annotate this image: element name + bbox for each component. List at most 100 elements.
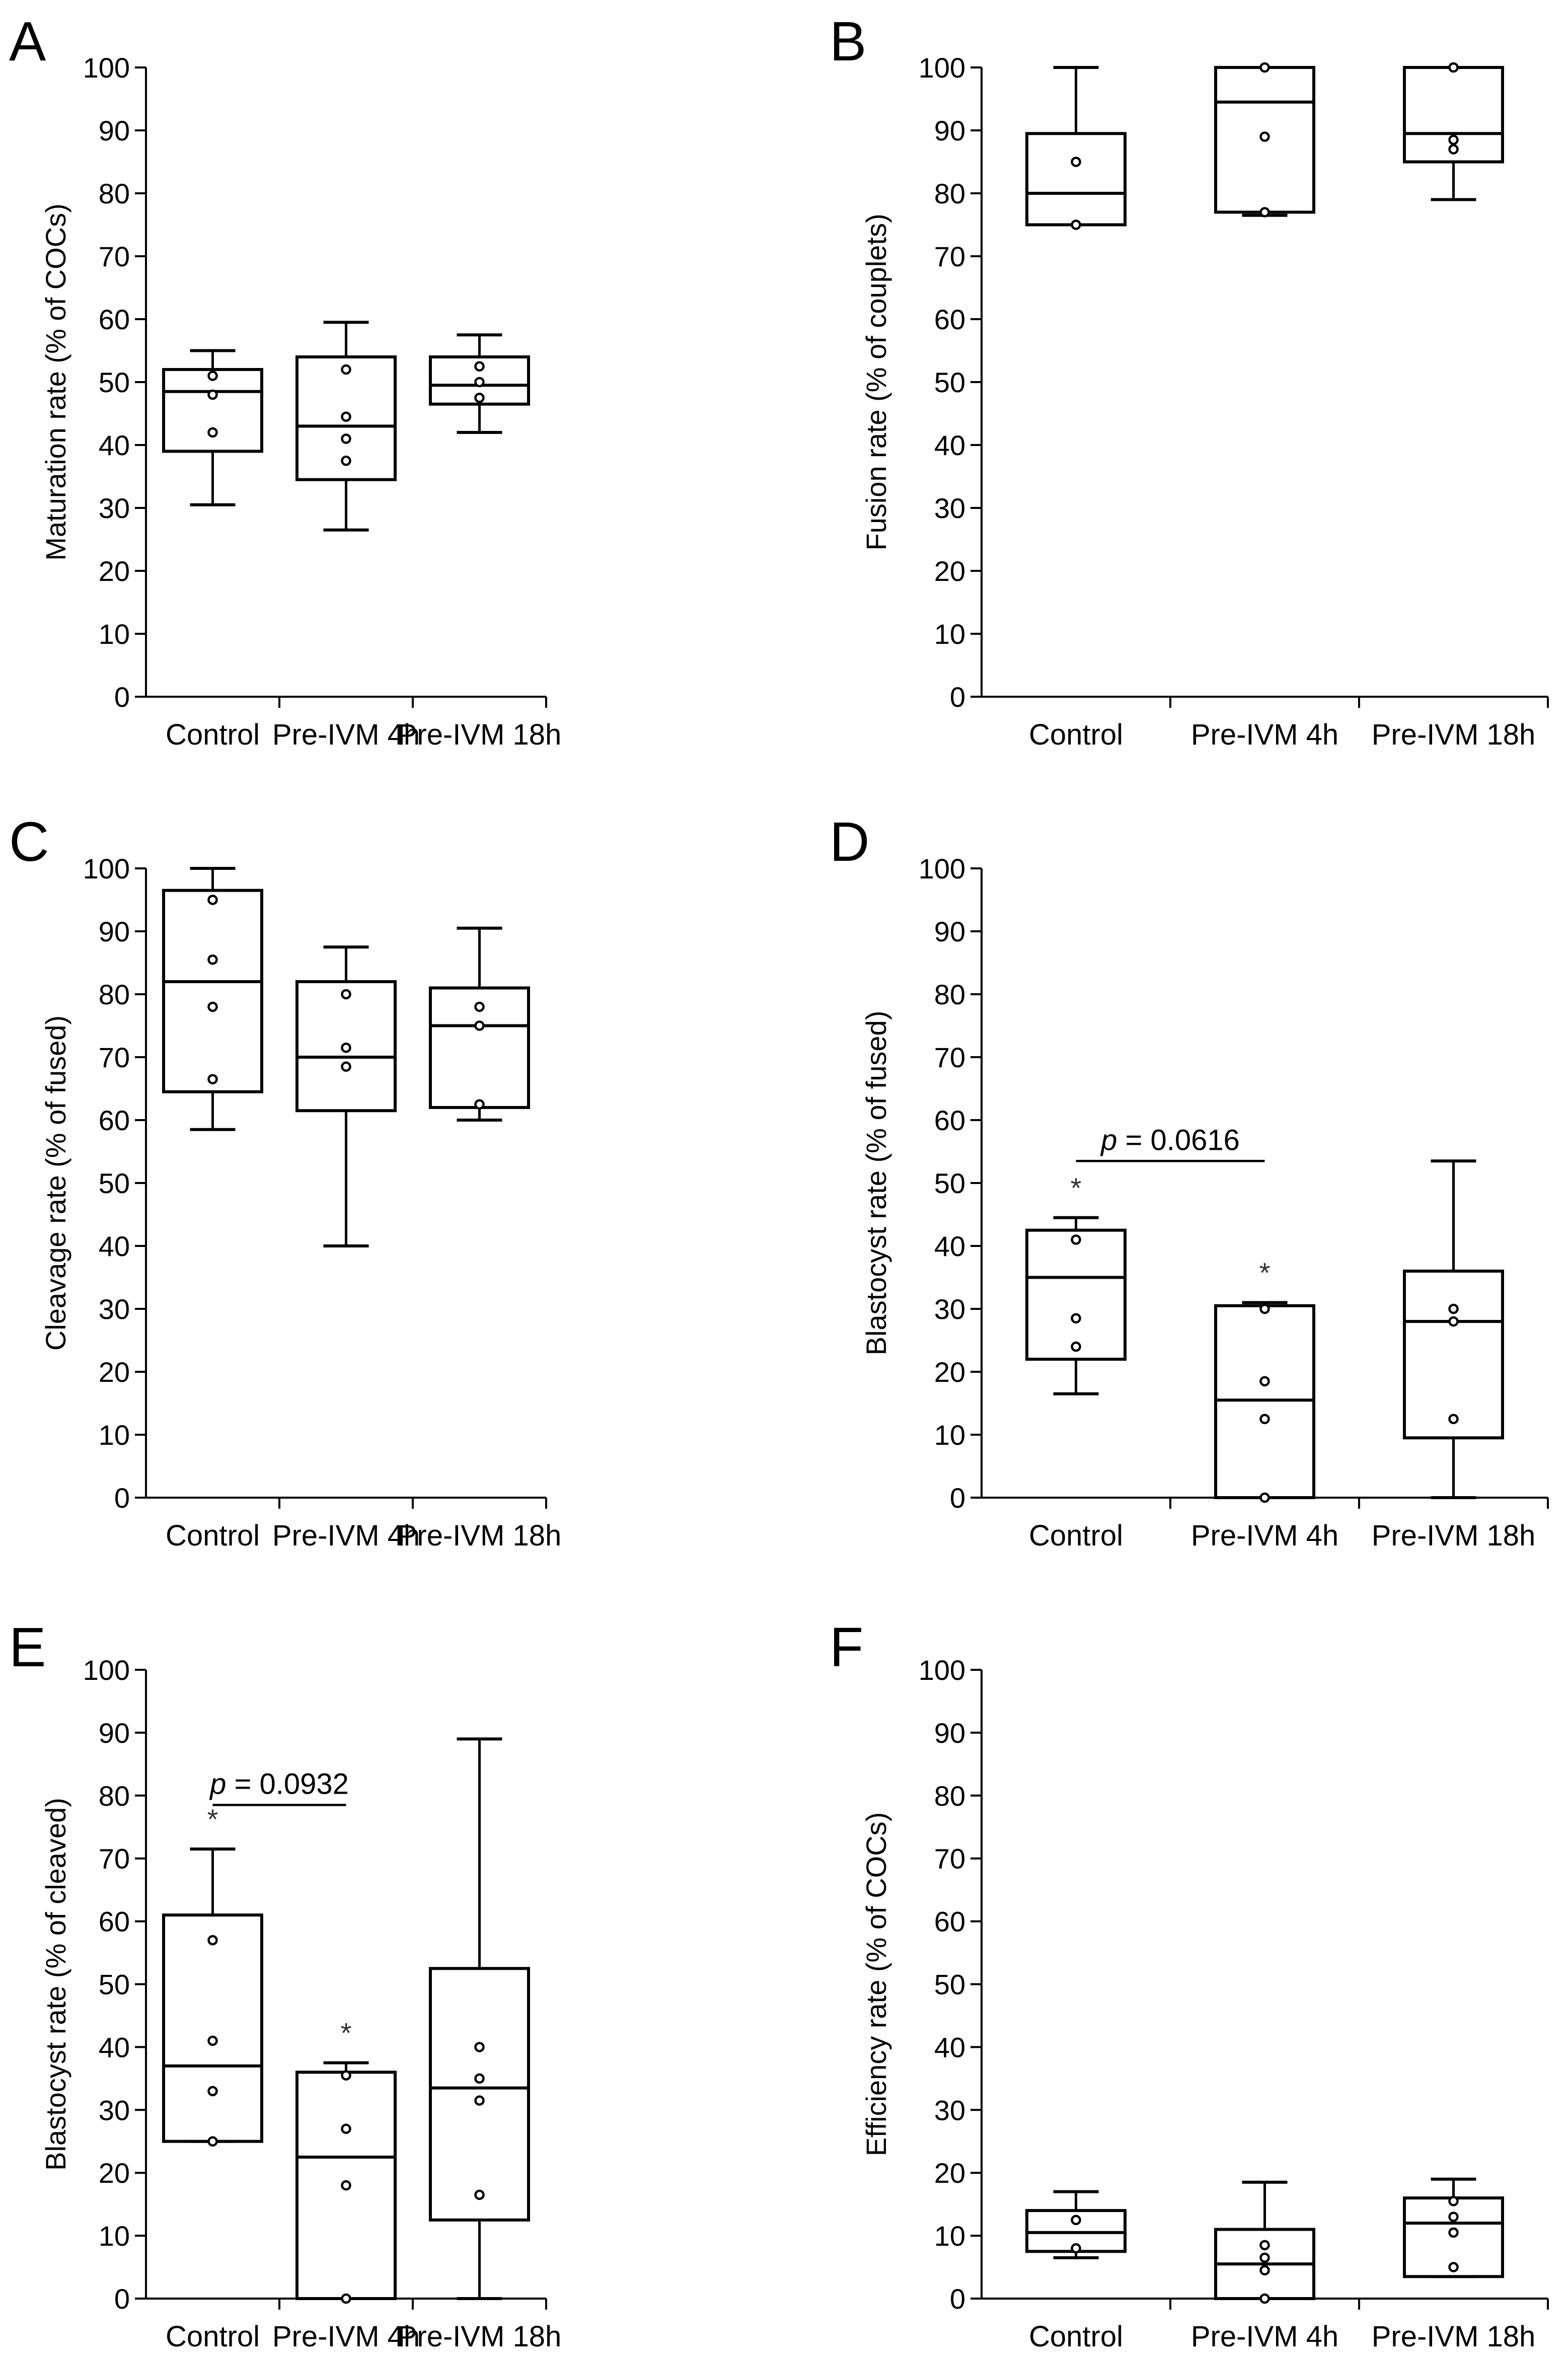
y-tick-label: 50 — [934, 1167, 965, 1199]
y-tick-label: 20 — [99, 2157, 130, 2189]
y-tick-label: 10 — [934, 618, 965, 650]
y-tick-label: 20 — [934, 1356, 965, 1388]
data-point — [1448, 134, 1459, 145]
y-tick-label: 80 — [99, 1780, 130, 1812]
panel-a: A 0 10 20 30 40 50 60 70 80 90 100 Control Pre-IVM 4h… — [9, 11, 561, 751]
y-tick-label: 70 — [934, 1843, 965, 1875]
y-tick-label: 30 — [99, 1293, 130, 1325]
box-3 — [1403, 62, 1504, 201]
y-tick-label: 30 — [934, 2094, 965, 2126]
data-point — [1071, 219, 1081, 230]
y-tick-label: 0 — [950, 1482, 965, 1514]
x-tick-label: Pre-IVM 18h — [398, 1519, 562, 1552]
data-point — [1259, 1303, 1270, 1314]
x-tick-label: Control — [166, 718, 260, 751]
iqr-box — [1214, 1304, 1315, 1499]
y-tick-label: 10 — [934, 1419, 965, 1451]
data-point — [1448, 2211, 1459, 2222]
data-point — [1259, 1414, 1270, 1424]
data-point — [341, 1043, 351, 1053]
data-point — [341, 433, 351, 444]
y-tick-label: 50 — [99, 1167, 130, 1199]
y-tick-label: 100 — [919, 1654, 965, 1686]
y-tick-label: 40 — [934, 429, 965, 461]
panel-e: E 0 10 20 30 40 50 60 70 80 90 100 Control Pre-IVM 4h… — [9, 1616, 561, 2353]
data-point — [474, 1001, 485, 1012]
data-point — [1259, 2240, 1270, 2251]
data-point — [474, 2073, 485, 2084]
y-tick-label: 10 — [934, 2220, 965, 2252]
y-tick-label: 20 — [934, 555, 965, 587]
box-1 — [162, 867, 263, 1131]
x-tick-label: Pre-IVM 4h — [272, 2320, 420, 2353]
data-point — [1448, 144, 1459, 155]
iqr-box — [429, 1967, 530, 2222]
data-point — [341, 364, 351, 375]
y-tick-label: 20 — [99, 555, 130, 587]
box-2: * — [1214, 1257, 1315, 1503]
data-point — [207, 2035, 218, 2046]
data-point — [207, 2136, 218, 2147]
panel-letter: E — [9, 1616, 46, 1678]
box-2 — [295, 945, 397, 1247]
data-point — [341, 411, 351, 422]
y-tick-label: 40 — [99, 2031, 130, 2063]
y-tick-label: 20 — [99, 1356, 130, 1388]
p-symbol: p — [1100, 1124, 1117, 1156]
data-point — [341, 2180, 351, 2191]
data-point — [1448, 1414, 1459, 1424]
data-point — [1259, 1492, 1270, 1503]
y-tick-label: 40 — [934, 1230, 965, 1262]
y-tick-label: 80 — [934, 1780, 965, 1812]
y-tick-label: 50 — [934, 366, 965, 398]
box-3 — [1403, 2177, 1504, 2278]
y-axis-label: Blastocyst rate (% of fused) — [860, 1011, 892, 1356]
data-point — [207, 371, 218, 381]
y-tick-label: 10 — [99, 1419, 130, 1451]
data-point — [474, 2042, 485, 2052]
data-point — [1448, 2227, 1459, 2238]
p-value: = 0.0616 — [1117, 1124, 1240, 1156]
y-tick-label: 0 — [114, 681, 130, 713]
y-tick-label: 80 — [934, 178, 965, 209]
significance-star: * — [341, 2017, 352, 2049]
box-3 — [429, 1737, 530, 2300]
y-tick-label: 30 — [99, 2094, 130, 2126]
data-point — [207, 2086, 218, 2097]
y-tick-label: 100 — [919, 52, 965, 84]
data-point — [1448, 2262, 1459, 2272]
data-point — [1071, 1341, 1081, 1352]
box-2 — [295, 321, 397, 532]
y-tick-label: 100 — [83, 853, 130, 884]
data-point — [1448, 1316, 1459, 1327]
y-tick-label: 70 — [934, 1042, 965, 1073]
y-tick-label: 40 — [99, 429, 130, 461]
y-tick-label: 90 — [934, 115, 965, 146]
iqr-box — [162, 368, 263, 453]
panel-f: F 0 10 20 30 40 50 60 70 80 90 100 Control Pre-IVM 4h… — [830, 1616, 1549, 2353]
x-tick-label: Control — [1029, 1519, 1123, 1552]
y-axis-label: Blastocyst rate (% of cleaved) — [40, 1798, 71, 2171]
data-point — [207, 1935, 218, 1946]
x-tick-label: Pre-IVM 4h — [1191, 2320, 1338, 2353]
panel-letter: B — [830, 11, 866, 72]
y-tick-label: 30 — [934, 1293, 965, 1325]
box-1 — [1025, 66, 1127, 230]
y-tick-label: 30 — [934, 492, 965, 524]
panel-letter: D — [830, 811, 869, 873]
p-symbol: p — [209, 1768, 226, 1801]
y-tick-label: 90 — [99, 1717, 130, 1749]
data-point — [341, 2293, 351, 2304]
data-point — [1071, 157, 1081, 167]
x-tick-label: Control — [1029, 2320, 1123, 2353]
x-tick-label: Pre-IVM 4h — [1191, 718, 1338, 751]
panel-letter: C — [9, 811, 49, 873]
data-point — [1448, 62, 1459, 73]
y-tick-label: 50 — [99, 366, 130, 398]
x-tick-label: Pre-IVM 18h — [398, 718, 562, 751]
x-tick-label: Control — [1029, 718, 1123, 751]
data-point — [1259, 131, 1270, 142]
y-tick-label: 20 — [934, 2157, 965, 2189]
iqr-box — [1403, 1270, 1504, 1440]
